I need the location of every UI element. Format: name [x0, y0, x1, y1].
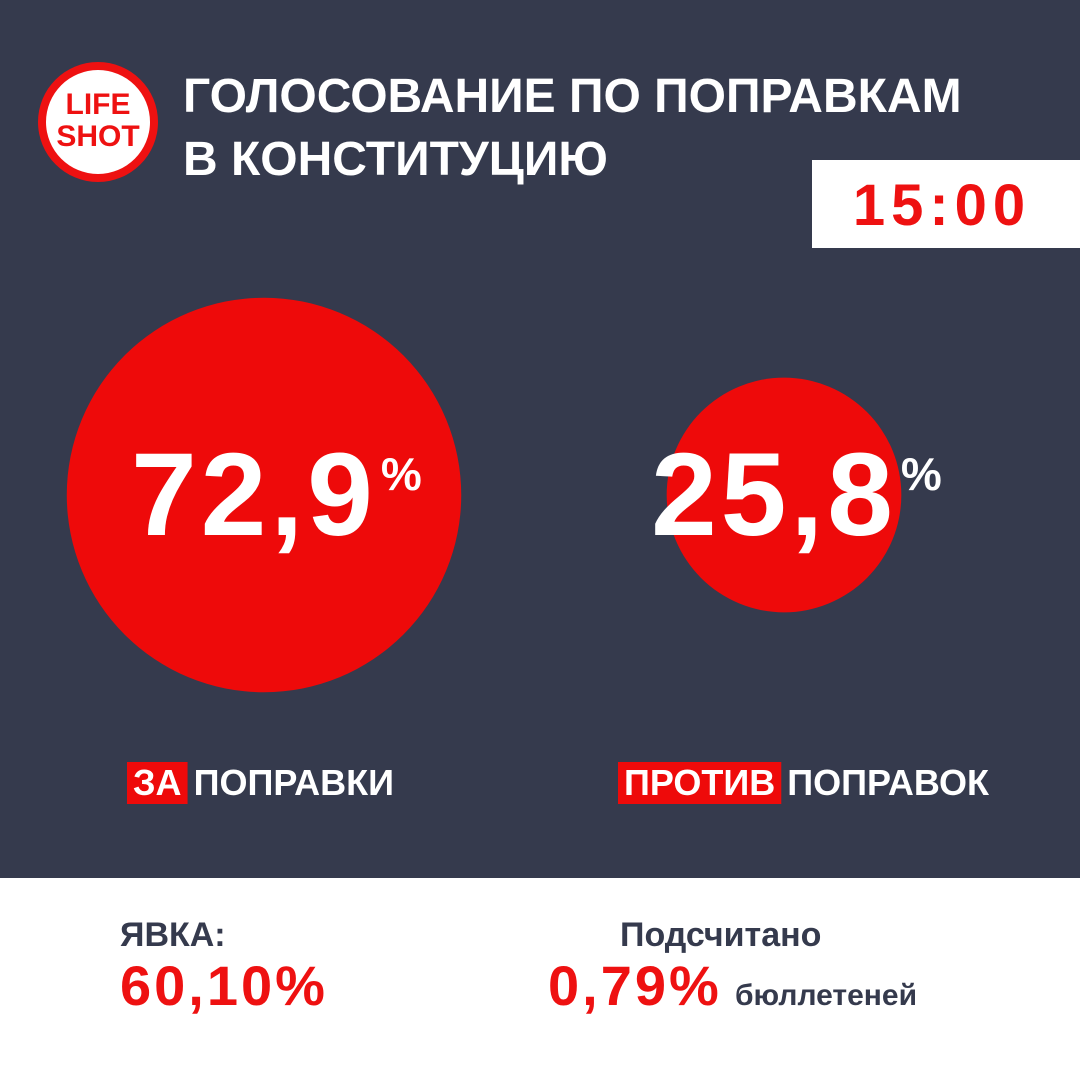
vote-circle — [666, 377, 902, 613]
turnout-value: 60,10% — [120, 954, 328, 1017]
logo-inner — [46, 70, 150, 174]
bottom-panel — [0, 878, 1080, 1080]
vote-circle — [66, 297, 462, 693]
logo-text: LIFE — [66, 88, 131, 121]
vote-unit: % — [381, 448, 422, 500]
vote-value: 72,9 — [131, 429, 377, 561]
counted-label: Подсчитано — [620, 916, 821, 954]
vote-label: ПОПРАВКИ — [194, 762, 394, 803]
title: В КОНСТИТУЦИЮ — [183, 133, 608, 186]
vote-label: ПОПРАВОК — [787, 762, 990, 803]
vote-label-box — [618, 762, 782, 804]
time-box — [812, 160, 1080, 248]
votes: 72,9 % ЗА ПОПРАВКИ 25,8 % ПРОТИВ ПОПРАВОК — [66, 297, 990, 804]
turnout-label: ЯВКА: — [120, 916, 226, 954]
vote-unit: % — [901, 448, 942, 500]
time: 15:00 — [853, 173, 1031, 238]
counted-suffix: бюллетеней — [735, 979, 917, 1012]
vote-label-box — [127, 762, 188, 804]
counted-value: 0,79% — [548, 954, 722, 1017]
logo: LIFE SHOT — [38, 62, 158, 182]
vote-value: 25,8 — [651, 429, 897, 561]
logo-text: SHOT — [56, 120, 139, 153]
title: ГОЛОСОВАНИЕ ПО ПОПРАВКАМ — [183, 70, 962, 123]
vote-label-highlight: ПРОТИВ — [624, 762, 775, 803]
vote-label-highlight: ЗА — [133, 762, 182, 803]
